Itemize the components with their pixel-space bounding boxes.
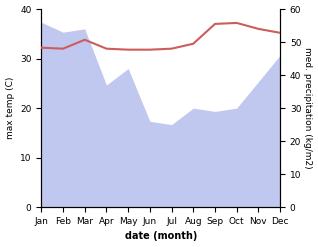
Y-axis label: max temp (C): max temp (C) bbox=[5, 77, 15, 139]
X-axis label: date (month): date (month) bbox=[125, 231, 197, 242]
Y-axis label: med. precipitation (kg/m2): med. precipitation (kg/m2) bbox=[303, 47, 313, 169]
